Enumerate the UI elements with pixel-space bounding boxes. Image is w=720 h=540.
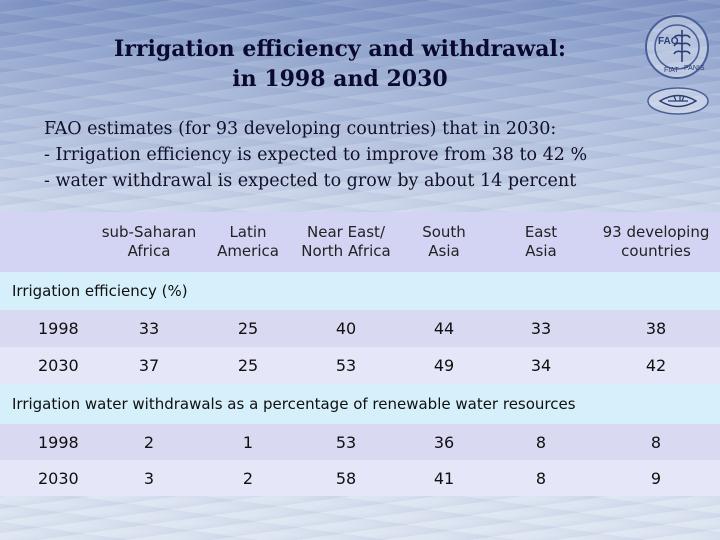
column-header-south-asia: South Asia bbox=[422, 223, 466, 260]
title-line-1: Irrigation efficiency and withdrawal: bbox=[114, 36, 566, 62]
column-header-sub-saharan-africa: sub-Saharan Africa bbox=[101, 223, 197, 260]
table-cell: 37 bbox=[138, 356, 160, 375]
table-cell: 40 bbox=[335, 319, 357, 338]
table-cell: 58 bbox=[335, 468, 357, 488]
table-cell: 2 bbox=[143, 432, 155, 452]
row-year: 1998 bbox=[38, 319, 79, 338]
fao-logo-icon: FAO FIAT PANIS bbox=[645, 15, 709, 79]
irrigation-table: sub-Saharan Africa Latin America Near East… bbox=[0, 212, 720, 496]
fiat-logo-text: FIAT bbox=[664, 67, 679, 74]
column-header bbox=[0, 212, 96, 272]
section-row-water-withdrawals: Irrigation water withdrawals as a percen… bbox=[0, 384, 720, 424]
table-cell: 33 bbox=[138, 319, 160, 338]
intro-line-3: - water withdrawal is expected to grow b… bbox=[44, 171, 577, 191]
table-cell: 8 bbox=[650, 432, 662, 452]
table-cell: 41 bbox=[433, 468, 455, 488]
section-label: Irrigation efficiency (%) bbox=[0, 272, 720, 310]
panis-logo-text: PANIS bbox=[684, 65, 705, 72]
slide-title: Irrigation efficiency and withdrawal: in… bbox=[60, 34, 620, 94]
table-row: 1998 2 1 53 36 8 8 bbox=[0, 424, 720, 460]
column-header-latin-america: Latin America bbox=[217, 223, 279, 260]
table-cell: 34 bbox=[530, 356, 552, 375]
title-line-2: in 1998 and 2030 bbox=[232, 66, 448, 92]
fao-logo-text: FAO bbox=[658, 36, 679, 47]
section-row-irrigation-efficiency: Irrigation efficiency (%) bbox=[0, 272, 720, 310]
table-row: 1998 33 25 40 44 33 38 bbox=[0, 310, 720, 347]
table-cell: 8 bbox=[535, 468, 547, 488]
table-cell: 8 bbox=[535, 432, 547, 452]
table-row: 2030 37 25 53 49 34 42 bbox=[0, 347, 720, 384]
table-cell: 3 bbox=[143, 468, 155, 488]
table-cell: 38 bbox=[645, 319, 667, 338]
table-cell: 25 bbox=[237, 356, 259, 375]
section-label: Irrigation water withdrawals as a percen… bbox=[0, 384, 720, 424]
row-year: 1998 bbox=[38, 432, 79, 452]
table-cell: 53 bbox=[335, 432, 357, 452]
intro-line-1: FAO estimates (for 93 developing countri… bbox=[44, 119, 557, 139]
wheat-emblem-icon bbox=[647, 87, 709, 115]
row-year: 2030 bbox=[38, 356, 79, 375]
intro-line-2: - Irrigation efficiency is expected to i… bbox=[44, 145, 588, 165]
table-cell: 49 bbox=[433, 356, 455, 375]
table-cell: 44 bbox=[433, 319, 455, 338]
column-header-east-asia: East Asia bbox=[524, 223, 558, 260]
table-cell: 2 bbox=[242, 468, 254, 488]
column-header-93-developing-countries: 93 developing countries bbox=[602, 223, 710, 260]
table-cell: 42 bbox=[645, 356, 667, 375]
column-header-near-east-north-africa: Near East/North Africa bbox=[301, 223, 391, 260]
table-cell: 53 bbox=[335, 356, 357, 375]
table-row: 2030 3 2 58 41 8 9 bbox=[0, 460, 720, 496]
row-year: 2030 bbox=[38, 468, 79, 488]
table-header-row: sub-Saharan Africa Latin America Near East… bbox=[0, 212, 720, 272]
table-cell: 36 bbox=[433, 432, 455, 452]
intro-text: FAO estimates (for 93 developing countri… bbox=[44, 116, 684, 194]
table-cell: 25 bbox=[237, 319, 259, 338]
table-cell: 1 bbox=[242, 432, 254, 452]
table-cell: 9 bbox=[650, 468, 662, 488]
table-cell: 33 bbox=[530, 319, 552, 338]
